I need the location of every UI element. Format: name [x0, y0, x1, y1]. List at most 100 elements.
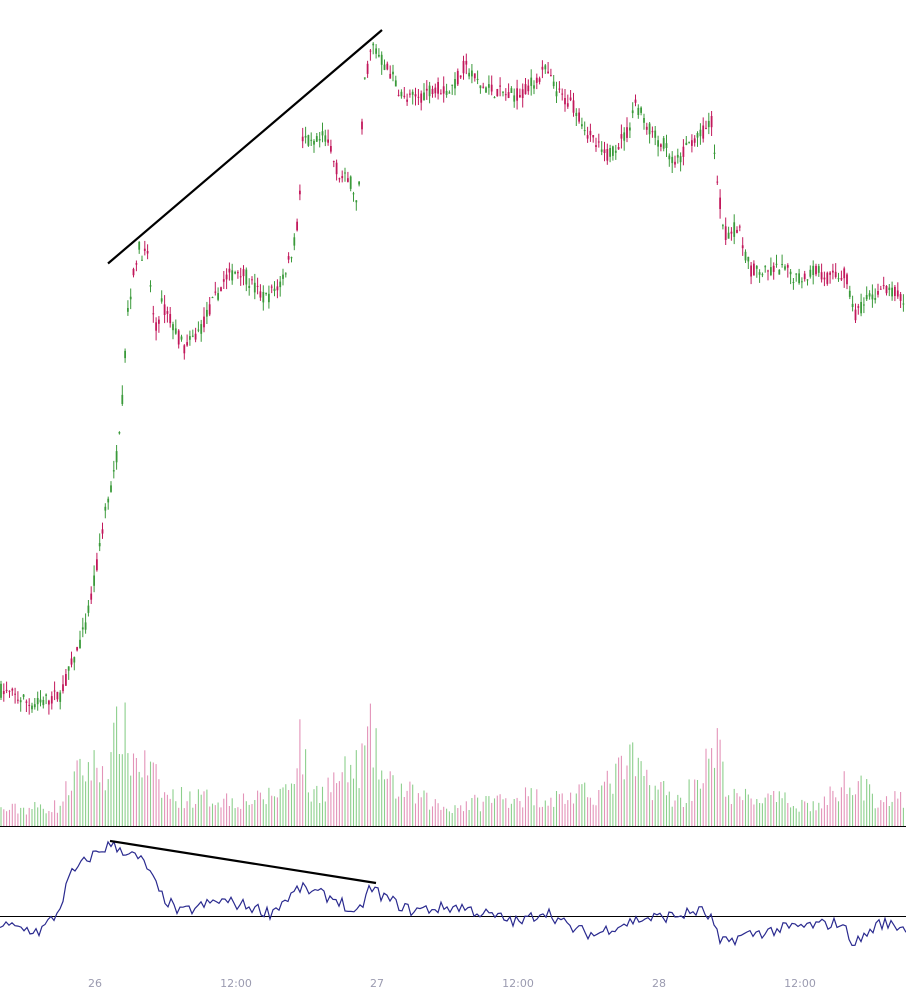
candle-body [0, 683, 2, 698]
candle-body [451, 84, 454, 86]
candle-body [679, 156, 682, 163]
candle-body [358, 181, 360, 185]
candle-body [19, 700, 22, 703]
candle-body [789, 271, 792, 275]
candle-body [488, 84, 490, 88]
candle-body [296, 221, 298, 231]
candle-body [397, 94, 400, 96]
candle-body [676, 154, 679, 158]
candle-body [899, 294, 902, 301]
candle-body [566, 103, 569, 107]
candle-body [428, 85, 431, 97]
candle-body [62, 684, 64, 692]
candle-body [837, 278, 840, 280]
candle-body [81, 627, 84, 630]
candle-body [764, 266, 767, 268]
candle-body [307, 135, 310, 146]
x-tick-label: 27 [370, 977, 384, 990]
candle-body [220, 287, 222, 292]
candle-body [651, 131, 654, 133]
candle-body [775, 263, 778, 265]
candle-body [217, 293, 219, 300]
candle-body [710, 116, 713, 128]
candle-body [535, 77, 538, 83]
candle-body [225, 274, 228, 280]
candle-body [643, 118, 645, 123]
candle-body [755, 266, 758, 269]
candle-body [699, 129, 702, 137]
candle-body [110, 485, 112, 492]
candle-body [392, 71, 394, 75]
candle-body [685, 142, 688, 145]
candle-body [152, 313, 155, 315]
candle-body [626, 127, 628, 138]
candle-body [640, 107, 642, 113]
candle-body [707, 120, 710, 128]
candle-body [840, 278, 843, 280]
candle-body [431, 88, 434, 94]
candle-body [874, 298, 877, 300]
candle-body [5, 689, 8, 691]
candle-body [851, 303, 854, 307]
candle-body [772, 265, 775, 272]
candle-body [245, 269, 248, 285]
candle-body [242, 269, 245, 277]
candle-body [561, 93, 564, 95]
candle-body [437, 82, 439, 94]
candle-body [104, 506, 107, 511]
candle-body [682, 146, 685, 157]
candle-body [854, 309, 857, 321]
candle-body [665, 143, 668, 148]
candle-body [530, 77, 533, 86]
candle-body [189, 336, 191, 340]
candle-body [798, 273, 800, 284]
candle-body [180, 336, 183, 340]
candle-body [304, 135, 307, 138]
x-tick-label: 26 [88, 977, 102, 990]
candle-body [361, 121, 363, 130]
candle-body [724, 226, 727, 240]
candle-body [70, 658, 73, 665]
candle-body [45, 694, 47, 696]
candle-body [369, 50, 372, 52]
candle-body [823, 277, 826, 280]
candle-body [112, 470, 115, 472]
candle-body [394, 80, 397, 87]
candle-body [879, 288, 882, 290]
candle-body [758, 272, 761, 275]
candle-body [101, 529, 104, 534]
candle-body [871, 294, 874, 300]
candle-body [194, 333, 197, 340]
candle-body [609, 148, 611, 157]
candle-body [462, 60, 465, 74]
oscillator-line [0, 840, 906, 947]
candlesticks [0, 42, 905, 715]
candle-body [674, 161, 676, 165]
candle-body [507, 92, 510, 98]
candle-body [803, 273, 806, 280]
candle-body [96, 559, 98, 571]
candle-body [50, 696, 53, 704]
candle-body [143, 248, 146, 251]
candle-body [17, 699, 19, 701]
candle-body [705, 127, 707, 129]
candle-body [569, 97, 572, 101]
candle-body [727, 232, 730, 239]
candle-body [612, 146, 614, 156]
candle-body [885, 286, 888, 294]
candle-body [564, 98, 566, 105]
candle-body [28, 704, 31, 706]
candle-body [445, 90, 448, 95]
candle-body [654, 130, 657, 138]
candle-body [107, 498, 110, 503]
candle-body [386, 63, 389, 70]
candle-body [471, 70, 473, 77]
candle-body [722, 225, 724, 227]
candle-body [425, 88, 428, 91]
price-trendline [107, 29, 383, 265]
candle-body [2, 691, 5, 695]
candle-body [863, 304, 865, 306]
candle-body [702, 125, 705, 139]
candle-body [829, 272, 831, 275]
